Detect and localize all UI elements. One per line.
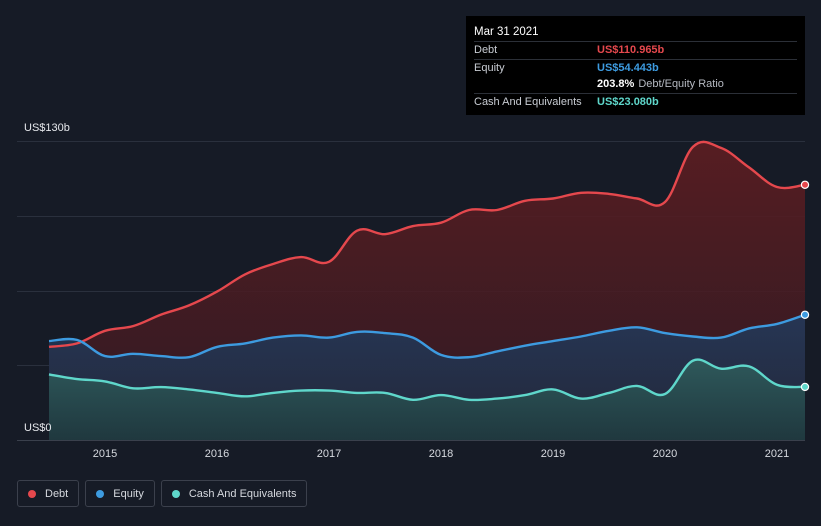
legend-cash-dot-icon xyxy=(171,489,180,498)
legend-equity-label: Equity xyxy=(113,487,144,500)
x-tick-label: 2015 xyxy=(93,448,117,460)
cash-line xyxy=(48,358,806,402)
tooltip-debt-value: US$110.965b xyxy=(597,44,665,57)
tooltip-date: Mar 31 2021 xyxy=(474,26,539,38)
cash-area xyxy=(49,359,805,440)
x-tick-label: 2018 xyxy=(429,448,453,460)
tooltip-row-ratio: 203.8% Debt/Equity Ratio xyxy=(474,76,797,93)
x-tick-label: 2020 xyxy=(653,448,677,460)
y-axis-bottom-label: US$0 xyxy=(24,422,52,434)
legend-debt-dot-icon xyxy=(28,489,36,498)
tooltip-debt-label: Debt xyxy=(474,44,498,57)
chart-legend: Debt Equity Cash And Equivalents xyxy=(17,480,308,507)
tooltip-equity-label: Equity xyxy=(474,61,505,74)
debt-line xyxy=(48,140,806,349)
y-axis-top-label: US$130b xyxy=(24,122,70,134)
debt-end-marker xyxy=(800,180,810,189)
tooltip-row-cash: Cash And Equivalents US$23.080b xyxy=(474,92,797,111)
x-tick-label: 2016 xyxy=(205,448,229,460)
cash-end-marker xyxy=(800,382,810,392)
legend-cash-label: Cash And Equivalents xyxy=(188,487,297,500)
legend-equity-dot-icon xyxy=(96,489,105,498)
legend-item-debt[interactable]: Debt xyxy=(17,480,80,507)
tooltip-row-equity: Equity US$54.443b xyxy=(474,58,797,77)
tooltip-cash-value: US$23.080b xyxy=(597,95,659,108)
tooltip-equity-value: US$54.443b xyxy=(597,61,659,74)
equity-line xyxy=(48,313,806,360)
x-tick-label: 2019 xyxy=(541,448,565,460)
x-tick-label: 2021 xyxy=(765,448,789,460)
legend-debt-label: Debt xyxy=(45,487,69,500)
legend-item-equity[interactable]: Equity xyxy=(85,480,155,507)
tooltip-ratio-label: Debt/Equity Ratio xyxy=(638,78,724,91)
x-tick-label: 2017 xyxy=(317,448,341,460)
equity-end-marker xyxy=(800,310,810,319)
legend-item-cash[interactable]: Cash And Equivalents xyxy=(160,480,308,507)
hover-tooltip: Mar 31 2021 Debt US$110.965b Equity US$5… xyxy=(466,16,805,115)
tooltip-cash-label: Cash And Equivalents xyxy=(474,95,582,108)
tooltip-ratio-value: 203.8% xyxy=(597,78,635,91)
tooltip-row-debt: Debt US$110.965b xyxy=(474,41,797,59)
